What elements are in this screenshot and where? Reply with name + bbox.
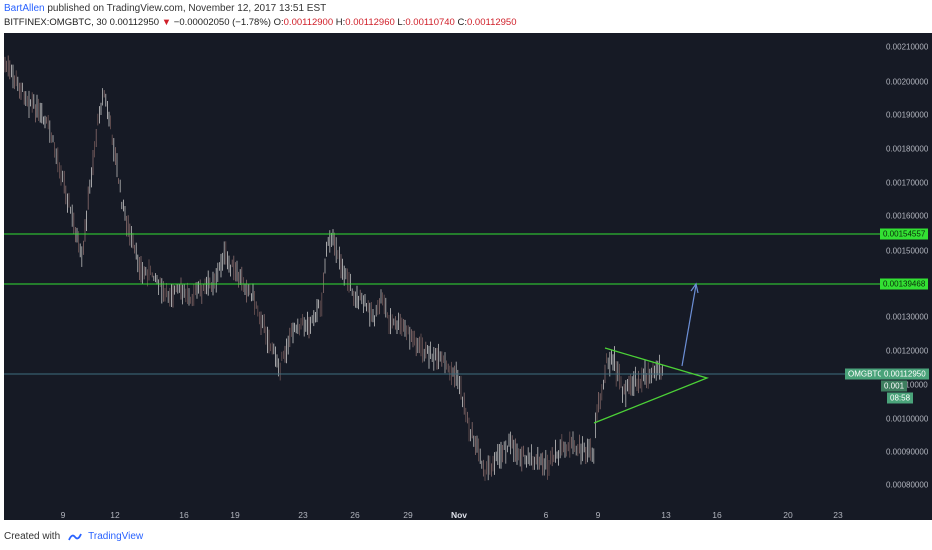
price-axis[interactable]: 0.00210000 0.00200000 0.00190000 0.00180… (882, 33, 932, 520)
created-with-text: Created with (4, 531, 61, 542)
time-tick: 16 (179, 510, 189, 520)
price-tick: 0.00190000 (886, 110, 929, 120)
price-chart[interactable] (4, 33, 882, 520)
time-tick: 13 (661, 510, 671, 520)
time-tick: Nov (450, 510, 468, 520)
open-value: 0.00112900 (283, 17, 334, 28)
time-tick: 12 (110, 510, 120, 520)
time-tick: 6 (543, 510, 549, 520)
price-tick: 0.00130000 (886, 312, 929, 322)
resistance-price-label: 0.00154557 (880, 228, 929, 240)
time-tick: 9 (595, 510, 601, 520)
price-tick: 0.00120000 (886, 346, 929, 356)
last-price: 0.00112950 (109, 17, 160, 28)
footer: Created with TradingView (4, 531, 143, 542)
price-tick: 0.00200000 (886, 77, 929, 87)
symbol-price-tag: OMGBTC (845, 368, 887, 380)
price-tick: 0.00160000 (886, 211, 929, 221)
time-tick: 20 (783, 510, 793, 520)
chart-canvas[interactable] (4, 33, 882, 520)
price-tick: 0.00090000 (886, 447, 929, 457)
time-tick: 19 (230, 510, 240, 520)
countdown-tag: 08:58 (887, 392, 914, 404)
time-tick: 9 (60, 510, 66, 520)
tradingview-logo-icon (68, 533, 82, 540)
time-tick: 23 (298, 510, 308, 520)
close-label: C: (457, 17, 468, 28)
time-tick: 29 (403, 510, 413, 520)
down-arrow-icon: ▼ (161, 17, 172, 28)
time-tick: 23 (833, 510, 843, 520)
support-price-label: 0.00139468 (880, 278, 929, 290)
price-tick: 0.00080000 (886, 480, 929, 490)
symbol-label: BITFINEX:OMGBTC, 30 (4, 17, 107, 28)
hidden-price-tag: 0.001 (881, 380, 908, 392)
tradingview-link[interactable]: TradingView (88, 531, 144, 542)
last-price-tag: 0.00112950 (881, 368, 929, 380)
high-label: H: (335, 17, 346, 28)
triangle-pattern (593, 347, 709, 424)
author-link[interactable]: BartAllen (4, 3, 45, 14)
high-value: 0.00112960 (345, 17, 395, 28)
low-value: 0.00110740 (405, 17, 455, 28)
open-label: O: (273, 17, 284, 28)
time-tick: 26 (350, 510, 360, 520)
price-tick: 0.00210000 (886, 42, 929, 52)
publish-info: BartAllen published on TradingView.com, … (4, 3, 326, 14)
price-tick: 0.00100000 (886, 414, 929, 424)
time-tick: 16 (712, 510, 722, 520)
price-tick: 0.00180000 (886, 144, 929, 154)
change-value: −0.00002050 (−1.78%) (173, 17, 271, 28)
ohlc-legend: BITFINEX:OMGBTC, 30 0.00112950 ▼ −0.0000… (4, 17, 517, 28)
price-tick: 0.00150000 (886, 246, 929, 256)
arrow-head-icon (690, 282, 699, 294)
projection-arrow (681, 284, 697, 367)
low-label: L: (397, 17, 406, 28)
candlestick-series (4, 55, 663, 481)
time-axis[interactable]: 9 12 16 19 23 26 29 Nov 6 9 13 16 20 23 (4, 509, 882, 523)
publish-text: published on TradingView.com, November 1… (47, 3, 327, 14)
price-tick: 0.00170000 (886, 178, 929, 188)
close-value: 0.00112950 (467, 17, 517, 28)
